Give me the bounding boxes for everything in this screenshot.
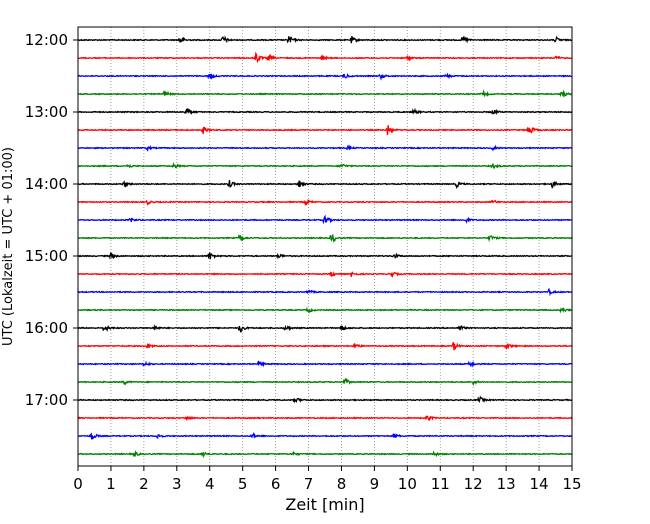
trace-1715	[77, 415, 573, 421]
trace-1345	[77, 161, 573, 170]
grid-layer	[110, 27, 540, 466]
y-tick-label-2: 14:00	[25, 175, 68, 193]
trace-1200	[77, 35, 573, 44]
x-tick-label-5: 5	[238, 475, 248, 493]
trace-1430	[77, 214, 573, 225]
x-tick-label-2: 2	[139, 475, 149, 493]
x-axis-label: Zeit [min]	[285, 495, 364, 514]
y-tick-label-0: 12:00	[25, 31, 68, 49]
trace-layer	[77, 35, 573, 459]
trace-1515	[77, 270, 573, 279]
trace-1230	[77, 72, 573, 81]
plot-frame	[77, 26, 573, 467]
trace-1400	[77, 180, 573, 189]
x-tick-label-1: 1	[106, 475, 116, 493]
x-tick-label-15: 15	[562, 475, 581, 493]
trace-1315	[77, 125, 573, 136]
trace-1630	[77, 360, 573, 368]
trace-1745	[77, 450, 573, 459]
trace-1245	[77, 89, 573, 98]
x-tick-label-4: 4	[205, 475, 215, 493]
y-tick-label-3: 15:00	[25, 247, 68, 265]
trace-1300	[77, 107, 573, 116]
x-tick-label-7: 7	[304, 475, 314, 493]
x-tick-label-3: 3	[172, 475, 182, 493]
trace-1445	[77, 234, 573, 243]
x-tick-label-9: 9	[370, 475, 380, 493]
trace-1545	[77, 306, 573, 314]
trace-1730	[77, 431, 573, 440]
trace-1615	[77, 341, 573, 351]
x-tick-label-12: 12	[464, 475, 483, 493]
trace-1700	[77, 395, 573, 404]
x-tick-label-0: 0	[73, 475, 83, 493]
x-tick-label-14: 14	[530, 475, 549, 493]
trace-1600	[77, 324, 573, 334]
x-tick-label-13: 13	[497, 475, 516, 493]
y-tick-label-5: 17:00	[25, 391, 68, 409]
x-tick-label-10: 10	[398, 475, 417, 493]
x-tick-label-8: 8	[337, 475, 347, 493]
y-tick-label-1: 13:00	[25, 103, 68, 121]
trace-1530	[77, 287, 573, 297]
x-tick-label-11: 11	[431, 475, 450, 493]
trace-1215	[77, 51, 573, 64]
trace-1645	[77, 377, 573, 387]
trace-1415	[77, 198, 573, 207]
axis-layer: 0 1 2 3 4 5 6 7 8 9 10 11 12 13 14 1512:0013:0014:0015:…	[25, 31, 582, 493]
trace-1330	[77, 144, 573, 153]
y-tick-label-4: 16:00	[25, 319, 68, 337]
trace-1500	[77, 251, 573, 260]
x-tick-label-6: 6	[271, 475, 281, 493]
y-axis-label: UTC (Lokalzeit = UTC + 01:00)	[1, 147, 16, 346]
